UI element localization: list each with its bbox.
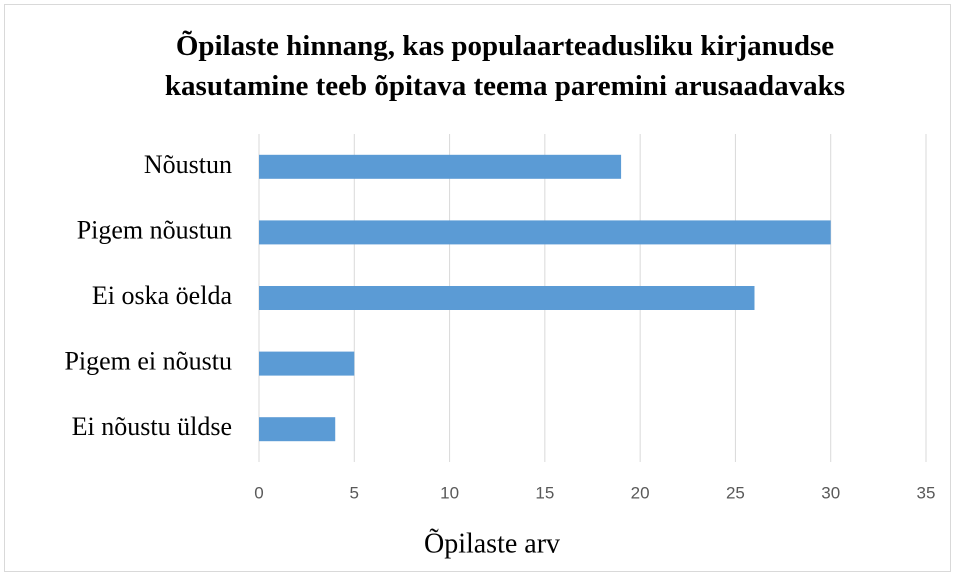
bar bbox=[259, 154, 622, 179]
bar bbox=[259, 351, 355, 376]
y-tick-label: Nõustun bbox=[144, 150, 232, 179]
y-tick-label: Ei oska öelda bbox=[92, 281, 233, 310]
x-tick-label: 15 bbox=[535, 483, 554, 502]
x-tick-label: 20 bbox=[631, 483, 650, 502]
x-tick-label: 10 bbox=[440, 483, 459, 502]
chart-title: Õpilaste hinnang, kas populaarteadusliku… bbox=[164, 30, 846, 102]
y-tick-label: Ei nõustu üldse bbox=[72, 412, 232, 441]
x-tick-label: 30 bbox=[821, 483, 840, 502]
chart-border bbox=[4, 4, 951, 572]
y-tick-label: Pigem ei nõustu bbox=[64, 347, 232, 376]
x-tick-label: 35 bbox=[917, 483, 936, 502]
bar bbox=[259, 286, 755, 310]
y-tick-label: Pigem nõustun bbox=[77, 215, 232, 244]
bar bbox=[259, 220, 831, 245]
bar bbox=[259, 417, 336, 442]
x-tick-label: 5 bbox=[350, 483, 359, 502]
x-axis-title: Õpilaste arv bbox=[424, 528, 560, 559]
x-tick-label: 0 bbox=[254, 483, 263, 502]
x-tick-label: 25 bbox=[726, 483, 745, 502]
